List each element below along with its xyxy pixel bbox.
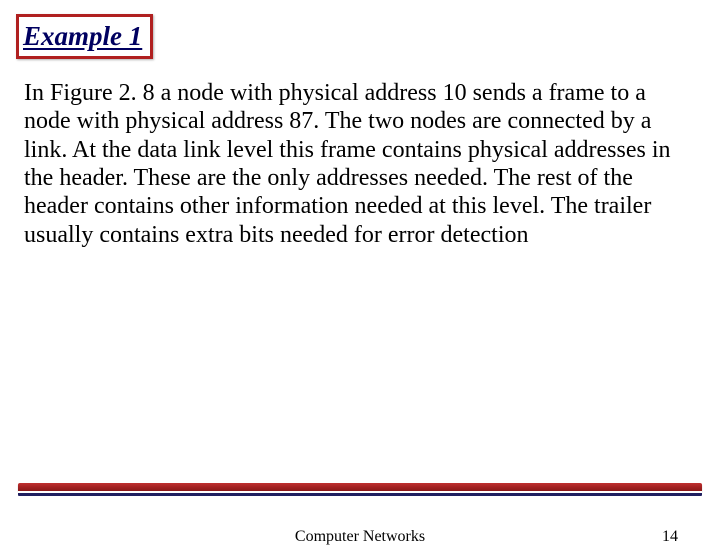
slide-body: In Figure 2. 8 a node with physical addr… bbox=[16, 79, 700, 249]
divider-red-bar bbox=[18, 483, 702, 491]
divider bbox=[18, 483, 702, 496]
slide-container: Example 1 In Figure 2. 8 a node with phy… bbox=[0, 0, 720, 540]
title-box: Example 1 bbox=[16, 14, 153, 59]
footer-title: Computer Networks bbox=[295, 528, 425, 546]
divider-navy-bar bbox=[18, 493, 702, 496]
footer-page-number: 14 bbox=[662, 528, 678, 546]
slide-title: Example 1 bbox=[23, 21, 142, 51]
